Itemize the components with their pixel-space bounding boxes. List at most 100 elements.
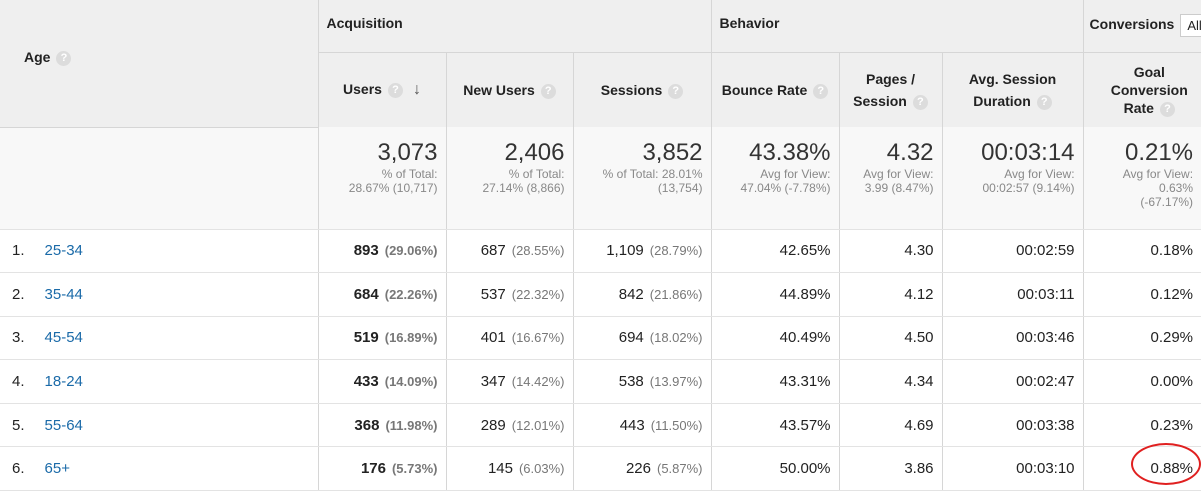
row-index: 4.	[12, 373, 25, 391]
new-users-percent: (12.01%)	[511, 417, 565, 433]
help-icon[interactable]: ?	[387, 82, 403, 98]
goal-rate-total: 0.21% Avg for View: 0.63% (-67.17%)	[1082, 127, 1201, 230]
total-sub: % of Total:	[381, 167, 438, 181]
total-sub: Avg for View:	[1004, 167, 1075, 181]
pages-session-cell: 4.50	[838, 316, 943, 361]
users-value: 893	[353, 242, 379, 260]
bounce-rate-cell: 43.57%	[710, 403, 840, 448]
new-users-value: 145	[487, 460, 513, 478]
row-index: 1.	[12, 242, 25, 260]
row-index: 5.	[12, 416, 25, 434]
sessions-percent: (11.50%)	[650, 417, 703, 433]
duration-header-line2: Duration	[973, 92, 1031, 109]
sessions-cell: 226 (5.87%)	[572, 446, 712, 491]
bounce-rate-column-header[interactable]: Bounce Rate?	[710, 52, 840, 127]
users-percent: (22.26%)	[384, 286, 438, 302]
sessions-column-header[interactable]: Sessions?	[572, 52, 712, 127]
bounce-rate-cell: 44.89%	[710, 272, 840, 317]
age-link[interactable]: 45-54	[44, 329, 83, 347]
table-row: 1. 25-34 893 (29.06%) 687 (28.55%) 1,109 (28.79…	[0, 229, 1201, 274]
help-icon[interactable]: ?	[540, 83, 556, 99]
row-index: 6.	[12, 460, 25, 478]
age-link[interactable]: 55-64	[44, 416, 83, 434]
row-index: 3.	[12, 329, 25, 347]
users-percent: (11.98%)	[385, 417, 438, 433]
new-users-percent: (16.67%)	[511, 330, 565, 346]
total-value: 4.32	[886, 139, 934, 166]
acquisition-label: Acquisition	[326, 15, 403, 31]
total-sub: (-67.17%)	[1140, 195, 1194, 209]
goal-rate-cell: 0.23%	[1082, 403, 1201, 448]
avg-duration-cell: 00:03:46	[941, 316, 1084, 361]
age-link[interactable]: 25-34	[44, 242, 83, 260]
help-icon[interactable]: ?	[56, 50, 72, 66]
age-column-header[interactable]: Age?	[0, 0, 318, 128]
users-cell: 684 (22.26%)	[317, 272, 446, 317]
users-column-header[interactable]: Users? ↓	[317, 52, 446, 127]
conversions-label: Conversions	[1089, 16, 1175, 33]
bounce-rate-cell: 42.65%	[710, 229, 840, 274]
age-link[interactable]: 65+	[44, 460, 70, 478]
sessions-cell: 694 (18.02%)	[572, 316, 712, 361]
pages-session-column-header[interactable]: Pages / Session?	[838, 52, 943, 127]
sessions-percent: (18.02%)	[649, 330, 703, 346]
sort-down-arrow-icon[interactable]: ↓	[412, 81, 421, 99]
help-icon[interactable]: ?	[813, 83, 829, 99]
new-users-value: 537	[480, 285, 506, 303]
sessions-value: 226	[625, 460, 651, 478]
behavior-label: Behavior	[719, 15, 780, 31]
sessions-percent: (5.87%)	[656, 461, 703, 477]
bounce-rate-total: 43.38% Avg for View: 47.04% (-7.78%)	[710, 127, 840, 230]
new-users-cell: 289 (12.01%)	[445, 403, 573, 448]
conversions-goal-select[interactable]: All	[1180, 14, 1201, 38]
sessions-value: 694	[618, 329, 644, 347]
total-sub: (13,754)	[657, 181, 703, 195]
users-cell: 176 (5.73%)	[317, 446, 446, 491]
users-cell: 893 (29.06%)	[317, 229, 446, 274]
age-header-label: Age	[24, 48, 51, 65]
total-sub: % of Total: 28.01%	[602, 167, 703, 181]
age-link[interactable]: 35-44	[44, 285, 83, 303]
total-value: 43.38%	[749, 139, 831, 166]
new-users-column-header[interactable]: New Users?	[445, 52, 573, 127]
new-users-percent: (14.42%)	[511, 374, 565, 390]
conversions-group-header: Conversions All	[1082, 0, 1201, 53]
avg-duration-cell: 00:02:59	[941, 229, 1084, 274]
new-users-header-label: New Users	[463, 81, 535, 98]
avg-session-duration-column-header[interactable]: Avg. Session Duration?	[941, 52, 1084, 127]
help-icon[interactable]: ?	[1159, 101, 1175, 117]
help-icon[interactable]: ?	[668, 83, 684, 99]
help-icon[interactable]: ?	[912, 94, 928, 110]
avg-duration-cell: 00:03:10	[941, 446, 1084, 491]
users-header-label: Users	[343, 81, 382, 98]
pages-session-cell: 4.12	[838, 272, 943, 317]
total-value: 00:03:14	[981, 139, 1075, 166]
sessions-cell: 1,109 (28.79%)	[572, 229, 712, 274]
new-users-value: 401	[480, 329, 506, 347]
table-row: 5. 55-64 368 (11.98%) 289 (12.01%) 443 (11.50%)…	[0, 403, 1201, 448]
total-value: 3,073	[377, 139, 438, 166]
table-row: 4. 18-24 433 (14.09%) 347 (14.42%) 538 (13.97%)…	[0, 359, 1201, 404]
row-index: 2.	[12, 285, 25, 303]
bounce-rate-header-label: Bounce Rate	[721, 81, 808, 98]
users-value: 176	[360, 460, 386, 478]
users-total: 3,073 % of Total: 28.67% (10,717)	[317, 127, 446, 230]
age-cell: 5. 55-64	[0, 403, 318, 448]
total-sub: Avg for View:	[760, 167, 831, 181]
users-value: 433	[353, 373, 379, 391]
goal-rate-cell: 0.29%	[1082, 316, 1201, 361]
help-icon[interactable]: ?	[1036, 94, 1052, 110]
avg-duration-total: 00:03:14 Avg for View: 00:02:57 (9.14%)	[941, 127, 1084, 230]
total-sub: 27.14% (8,866)	[482, 181, 565, 195]
new-users-value: 289	[480, 416, 506, 434]
goal-conversion-rate-column-header[interactable]: Goal Conversion Rate?	[1082, 52, 1201, 127]
pages-session-cell: 4.69	[838, 403, 943, 448]
users-cell: 368 (11.98%)	[317, 403, 446, 448]
age-link[interactable]: 18-24	[44, 373, 83, 391]
pages-session-cell: 4.34	[838, 359, 943, 404]
users-value: 684	[353, 285, 379, 303]
new-users-total: 2,406 % of Total: 27.14% (8,866)	[445, 127, 573, 230]
users-cell: 519 (16.89%)	[317, 316, 446, 361]
sessions-value: 842	[618, 285, 644, 303]
users-percent: (14.09%)	[384, 374, 438, 390]
